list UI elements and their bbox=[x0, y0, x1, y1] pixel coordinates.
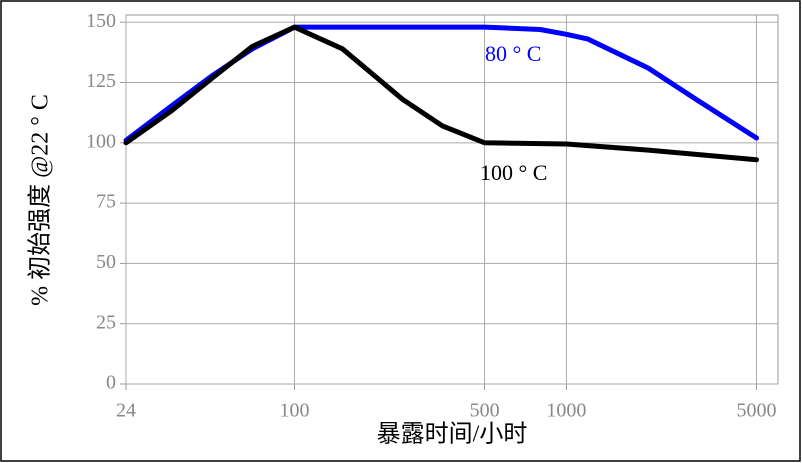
series-line bbox=[123, 24, 759, 163]
y-tick-label: 100 bbox=[86, 130, 116, 152]
x-tick-label: 500 bbox=[470, 400, 500, 422]
y-axis-label: % 初始强度 @22 ° C bbox=[27, 94, 54, 306]
y-tick-label: 150 bbox=[86, 10, 116, 32]
y-tick-label: 125 bbox=[86, 70, 116, 92]
y-tick-label: 75 bbox=[96, 191, 116, 213]
y-tick-label: 0 bbox=[106, 372, 116, 394]
series-label: 80 ° C bbox=[485, 41, 541, 66]
x-tick-label: 1000 bbox=[546, 400, 586, 422]
y-tick-label: 25 bbox=[96, 311, 116, 333]
x-tick-label: 100 bbox=[280, 400, 310, 422]
x-axis-label: 暴露时间/小时 bbox=[377, 421, 528, 448]
y-tick-label: 50 bbox=[96, 251, 116, 273]
x-tick-label: 24 bbox=[116, 400, 136, 422]
x-tick-label: 5000 bbox=[736, 400, 776, 422]
series-label: 100 ° C bbox=[480, 160, 547, 185]
